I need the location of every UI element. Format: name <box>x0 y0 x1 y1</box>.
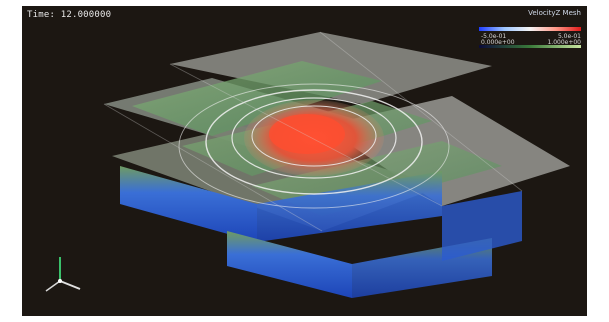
primary-max-label: 5.0e-01 <box>557 33 581 40</box>
legend-title: VelocityZ Mesh <box>528 9 581 17</box>
time-readout: Time: 12.000000 <box>27 10 112 20</box>
blue-side-walls <box>120 166 522 298</box>
ripple-rings <box>178 83 450 209</box>
primary-min-label: -5.0e-01 <box>481 33 507 40</box>
primary-colorbar <box>479 27 581 31</box>
secondary-colorbar <box>479 45 581 48</box>
slice-edges <box>103 31 523 232</box>
3d-volume-render[interactable] <box>22 6 587 316</box>
hot-core-region <box>244 100 384 176</box>
secondary-min-label: 0.000e+00 <box>481 39 515 46</box>
orientation-axes-icon[interactable] <box>40 251 90 301</box>
render-viewport[interactable]: Time: 12.000000 VelocityZ Mesh -5.0e-01 … <box>22 6 587 316</box>
secondary-max-label: 1.000e+00 <box>547 39 581 46</box>
color-legend: VelocityZ Mesh -5.0e-01 5.0e-01 0.000e+0… <box>479 9 583 53</box>
